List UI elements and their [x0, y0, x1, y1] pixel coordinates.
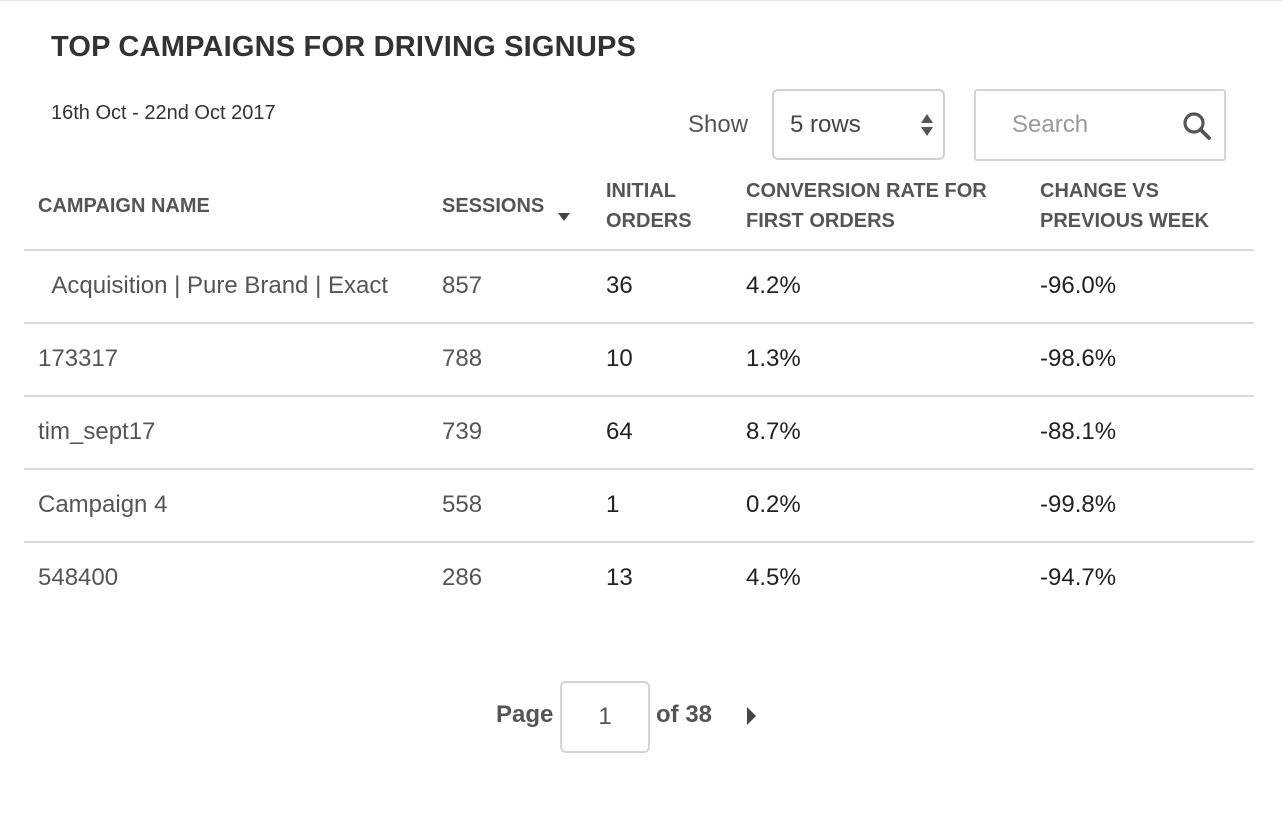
sort-descending-icon [558, 213, 570, 221]
initial-orders-cell: 13 [606, 564, 633, 591]
rows-per-page-select[interactable]: 5 rows [772, 89, 945, 160]
caret-right-icon [747, 707, 756, 725]
table-row[interactable]: 548400 286 13 4.5% -94.7% [24, 542, 1254, 614]
column-header-label: CAMPAIGN NAME [38, 195, 210, 217]
conversion-rate-cell: 8.7% [732, 396, 1026, 470]
campaign-name-cell: Acquisition | Pure Brand | Exact [24, 250, 428, 324]
search-icon[interactable] [1182, 111, 1212, 141]
campaigns-table: CAMPAIGN NAME SESSIONS INITIAL ORDERS CO… [24, 167, 1254, 614]
initial-orders-cell: 10 [592, 323, 732, 397]
column-header-sessions[interactable]: SESSIONS [428, 167, 592, 251]
sessions-cell: 286 [442, 564, 483, 591]
column-header-label: SESSIONS [442, 195, 545, 217]
change-cell: -98.6% [1026, 323, 1254, 397]
campaign-name-cell: Campaign 4 [24, 469, 428, 543]
card-title: TOP CAMPAIGNS FOR DRIVING SIGNUPS [51, 31, 637, 63]
sessions-cell: 857 [428, 250, 592, 324]
table-row[interactable]: tim_sept17 739 64 8.7% -88.1% [24, 396, 1254, 470]
campaign-name-cell: 548400 [38, 564, 119, 591]
next-page-button[interactable] [736, 703, 766, 733]
change-cell: -99.8% [1026, 469, 1254, 543]
change-cell: -88.1% [1026, 396, 1254, 470]
conversion-rate-cell: 0.2% [732, 469, 1026, 543]
page-count-label: of 38 [656, 701, 713, 728]
page-number-input[interactable] [560, 681, 650, 753]
column-header-initial-orders[interactable]: INITIAL ORDERS [592, 167, 732, 251]
campaign-name-cell: tim_sept17 [24, 396, 428, 470]
table-row[interactable]: Acquisition | Pure Brand | Exact 857 36 … [24, 250, 1254, 324]
conversion-rate-cell: 4.2% [732, 250, 1026, 324]
table-row[interactable]: 173317 788 10 1.3% -98.6% [24, 323, 1254, 397]
conversion-rate-cell: 4.5% [746, 564, 801, 591]
change-cell: -94.7% [1040, 564, 1117, 591]
select-arrows-icon [921, 114, 933, 136]
search-box [974, 89, 1226, 161]
table-header-row: CAMPAIGN NAME SESSIONS INITIAL ORDERS CO… [24, 167, 1254, 251]
column-header-label: CONVERSION RATE FOR FIRST ORDERS [746, 180, 987, 232]
initial-orders-cell: 64 [592, 396, 732, 470]
initial-orders-cell: 36 [592, 250, 732, 324]
column-header-label: INITIAL ORDERS [606, 180, 692, 232]
page-label: Page [496, 701, 554, 728]
change-cell: -96.0% [1026, 250, 1254, 324]
campaign-name-cell: 173317 [24, 323, 428, 397]
show-label: Show [688, 111, 749, 138]
pagination: Page of 38 [0, 681, 1282, 753]
sessions-cell: 788 [428, 323, 592, 397]
sessions-cell: 558 [428, 469, 592, 543]
column-header-change[interactable]: CHANGE VS PREVIOUS WEEK [1026, 167, 1254, 251]
column-header-campaign-name[interactable]: CAMPAIGN NAME [24, 167, 428, 251]
column-header-label: CHANGE VS PREVIOUS WEEK [1040, 180, 1209, 232]
search-input[interactable] [992, 105, 1162, 145]
sessions-cell: 739 [428, 396, 592, 470]
table-row[interactable]: Campaign 4 558 1 0.2% -99.8% [24, 469, 1254, 543]
initial-orders-cell: 1 [592, 469, 732, 543]
conversion-rate-cell: 1.3% [732, 323, 1026, 397]
date-range: 16th Oct - 22nd Oct 2017 [51, 102, 276, 124]
rows-select-value: 5 rows [790, 111, 861, 138]
column-header-conversion-rate[interactable]: CONVERSION RATE FOR FIRST ORDERS [732, 167, 1026, 251]
